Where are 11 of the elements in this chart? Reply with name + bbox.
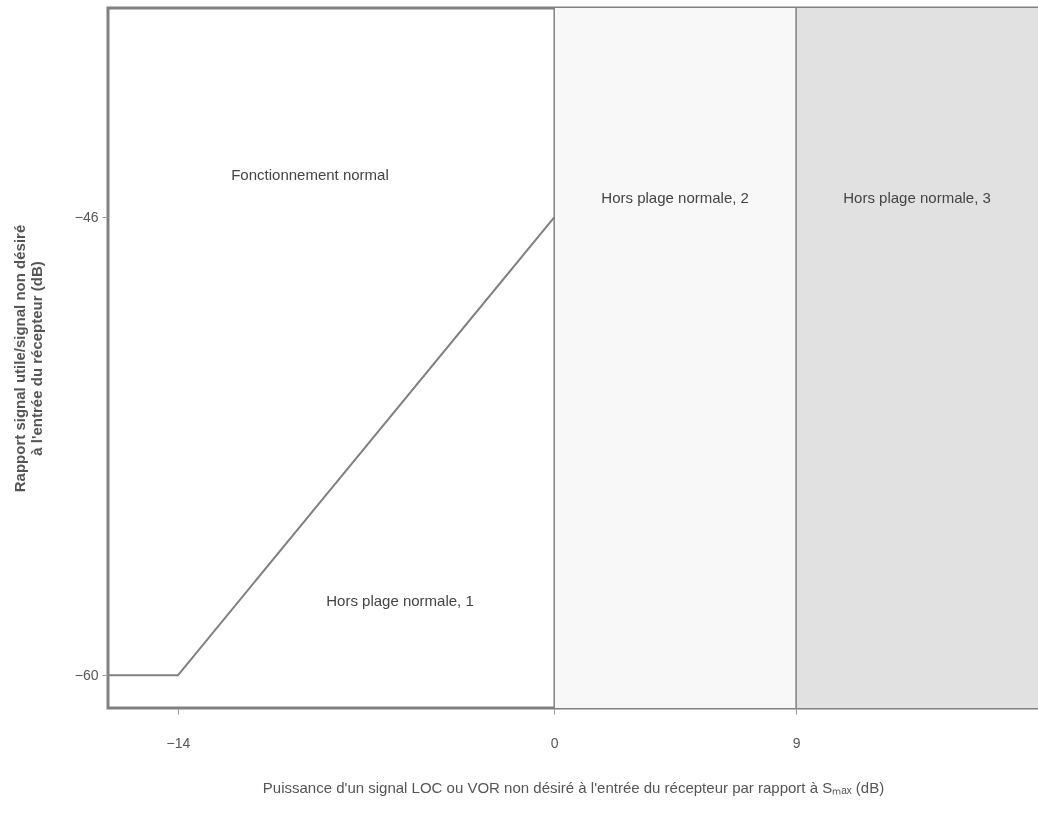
- x-tick-label: 0: [550, 734, 559, 751]
- x-tick-label: −14: [166, 734, 191, 751]
- y-tick-label: −60: [74, 666, 99, 683]
- band-label: Hors plage normale, 3: [843, 189, 991, 206]
- y-tick-label: −46: [74, 208, 99, 225]
- x-tick-label: 9: [792, 734, 801, 751]
- annotation: Fonctionnement normal: [231, 166, 389, 183]
- x-axis-title: Puissance d'un signal LOC ou VOR non désiré à l'entrée du récepteur par rapport à Sₘₐₓ (dB): [262, 778, 885, 796]
- y-axis-title: Rapport signal utile/signal non désiré à l'entrée du récepteur (dB): [10, 224, 45, 493]
- band-label: Hors plage normale, 2: [601, 189, 749, 206]
- annotation: Hors plage normale, 1: [326, 592, 474, 609]
